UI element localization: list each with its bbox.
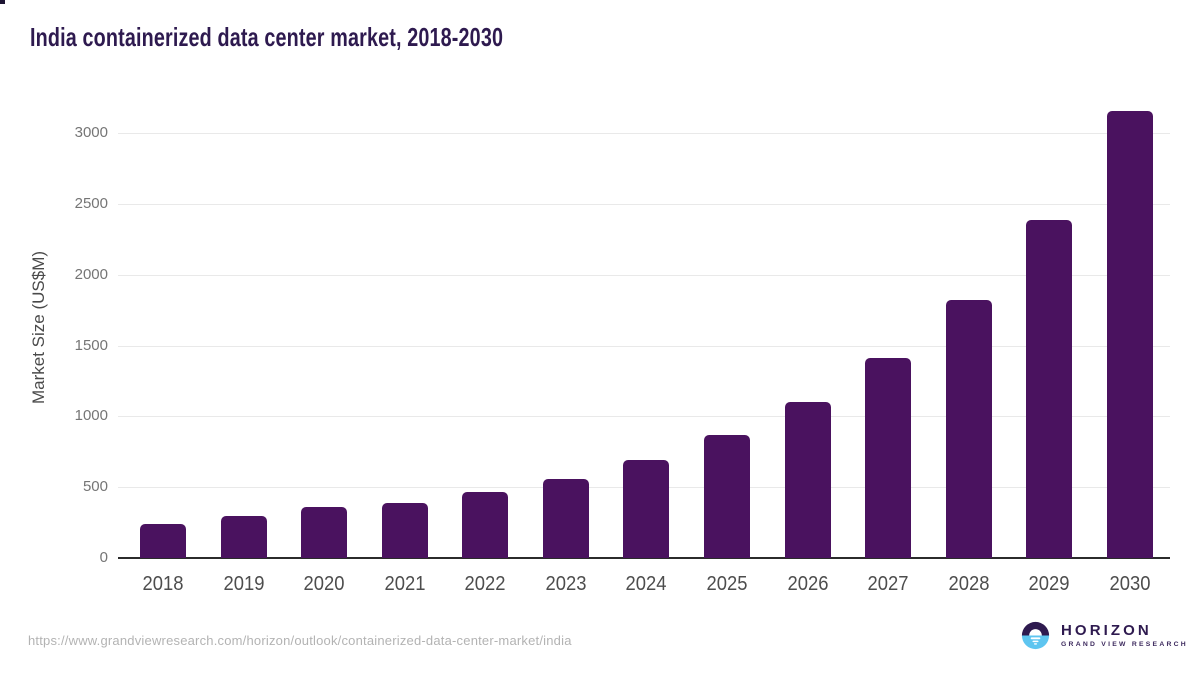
plot-area: 0 500 1000 1500 2000 2500 3000 2018 2019 2020 2021… [75,105,1170,595]
bar-2030[interactable] [1106,110,1153,558]
bar-2024[interactable] [623,459,670,558]
bar-2025[interactable] [703,434,750,558]
bar-2021[interactable] [381,502,428,558]
x-tick-label: 2024 [625,573,667,595]
x-tick-label: 2029 [1028,573,1070,595]
y-axis-title: Market Size (US$M) [29,250,48,404]
y-tick-label: 1000 [74,407,108,425]
x-tick-label: 2019 [223,573,265,595]
x-tick-label: 2025 [706,573,748,595]
source-url-text: https://www.grandviewresearch.com/horizo… [28,633,572,648]
bar-2029[interactable] [1026,220,1073,558]
y-tick-label: 0 [99,549,108,566]
bar-2018[interactable] [140,524,186,558]
horizon-logo-text: HORIZON GRAND VIEW RESEARCH [1061,621,1188,649]
bar-2022[interactable] [462,492,509,558]
bar-2020[interactable] [301,507,348,558]
bar-2028[interactable] [945,300,992,558]
gridline [118,204,1170,205]
bar-2023[interactable] [542,478,589,558]
chart-title: India containerized data center market, … [30,22,504,52]
horizon-logo-name: HORIZON [1061,621,1152,639]
bar-2026[interactable] [784,402,831,558]
x-tick-label: 2018 [142,573,184,595]
gridline [118,345,1170,347]
horizon-logo-subtitle: GRAND VIEW RESEARCH [1061,640,1188,648]
gridline [118,274,1170,276]
x-tick-label: 2022 [464,573,506,595]
y-tick-label: 2500 [74,195,108,212]
y-tick-label: 500 [82,478,108,496]
horizon-logo[interactable]: HORIZON GRAND VIEW RESEARCH [1021,621,1188,650]
corner-artifact [0,0,5,4]
x-tick-label: 2023 [545,573,587,595]
x-tick-label: 2030 [1109,573,1151,595]
y-tick-label: 3000 [74,124,108,142]
y-tick-label: 1500 [74,336,108,354]
x-tick-label: 2028 [948,573,990,595]
horizon-logo-icon [1021,621,1050,650]
x-tick-label: 2027 [867,573,909,595]
x-axis-baseline [118,557,1170,559]
bar-2019[interactable] [220,516,267,558]
gridline [118,416,1170,418]
bar-2027[interactable] [865,358,912,558]
x-tick-label: 2026 [787,573,829,595]
x-tick-label: 2020 [303,573,345,595]
gridline [118,133,1170,135]
y-tick-label: 2000 [74,265,108,283]
x-tick-label: 2021 [384,573,426,595]
